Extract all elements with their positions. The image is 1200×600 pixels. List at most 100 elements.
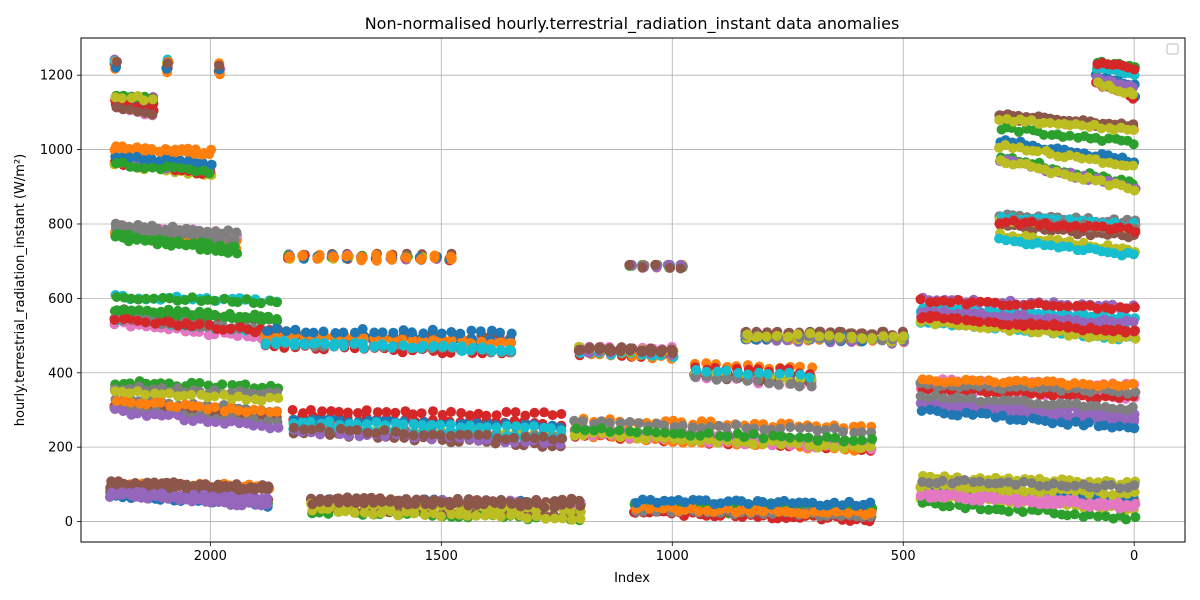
data-point	[134, 305, 145, 316]
data-point	[1070, 416, 1081, 427]
data-point	[1049, 508, 1060, 519]
data-point	[1130, 512, 1141, 523]
data-point	[350, 327, 360, 338]
data-point	[315, 422, 326, 433]
data-point	[952, 410, 963, 421]
chart-title: Non-normalised hourly.terrestrial_radiat…	[365, 14, 900, 34]
data-point	[829, 423, 840, 434]
data-point	[407, 409, 418, 420]
data-point	[640, 433, 651, 444]
data-point	[109, 315, 120, 325]
data-point	[464, 420, 475, 431]
data-point	[369, 327, 380, 338]
data-point	[398, 429, 409, 440]
data-point	[1078, 308, 1089, 319]
data-point	[180, 306, 191, 317]
data-point	[262, 484, 273, 495]
data-point	[140, 389, 151, 400]
data-point	[349, 508, 360, 518]
data-point	[138, 95, 149, 106]
y-tick-label: 400	[48, 366, 73, 381]
data-point	[215, 240, 226, 251]
data-point	[110, 404, 120, 415]
data-point	[945, 490, 956, 501]
data-point	[371, 417, 382, 428]
plot-frame	[80, 37, 1186, 543]
data-point	[1010, 479, 1021, 490]
data-point	[271, 323, 282, 334]
data-point	[1121, 303, 1132, 314]
data-point	[849, 427, 860, 438]
data-point	[624, 417, 635, 427]
data-point	[155, 397, 166, 408]
data-point	[139, 163, 150, 174]
data-point	[975, 476, 985, 487]
data-point	[117, 487, 128, 498]
data-point	[1025, 318, 1036, 329]
data-point	[132, 408, 143, 419]
data-point	[352, 424, 362, 435]
data-point	[856, 435, 867, 446]
data-point	[1018, 415, 1029, 426]
data-point	[390, 426, 401, 437]
data-point	[117, 157, 128, 168]
data-point	[1130, 227, 1141, 237]
data-point	[1062, 419, 1073, 430]
data-point	[804, 372, 815, 383]
data-point	[1084, 509, 1095, 520]
data-point	[445, 251, 456, 262]
data-point	[812, 435, 823, 446]
data-point	[939, 408, 950, 419]
data-point	[701, 366, 712, 377]
data-point	[1084, 332, 1094, 343]
data-point	[776, 439, 787, 450]
data-point	[206, 159, 217, 170]
data-point	[830, 432, 841, 443]
data-point	[1069, 509, 1080, 520]
data-point	[669, 428, 680, 439]
data-point	[256, 421, 267, 431]
data-point	[392, 510, 403, 521]
data-point	[855, 443, 866, 454]
data-point	[867, 434, 878, 444]
data-point	[803, 422, 814, 433]
data-point	[700, 495, 711, 506]
data-point	[703, 428, 714, 439]
data-point	[473, 429, 484, 440]
data-point	[491, 422, 502, 433]
data-point	[575, 344, 586, 355]
data-point	[429, 250, 440, 261]
data-point	[997, 485, 1008, 496]
data-point	[1063, 301, 1074, 312]
data-point	[565, 498, 576, 509]
data-point	[1054, 301, 1065, 312]
data-point	[186, 389, 197, 400]
data-point	[161, 492, 172, 503]
data-point	[784, 367, 795, 378]
data-point	[696, 423, 707, 434]
data-point	[975, 396, 986, 407]
data-point	[748, 429, 759, 440]
data-point	[350, 498, 361, 508]
data-point	[829, 497, 840, 508]
data-point	[775, 423, 786, 434]
data-point	[377, 327, 388, 338]
data-point	[338, 327, 349, 338]
data-point	[501, 407, 512, 417]
data-point	[500, 434, 511, 445]
data-point	[804, 440, 815, 451]
data-point	[1061, 481, 1072, 492]
data-point	[651, 427, 662, 438]
data-point	[323, 497, 333, 508]
data-point	[124, 487, 135, 498]
data-point	[172, 295, 183, 306]
data-point	[271, 314, 282, 324]
data-point	[1092, 303, 1103, 314]
data-point	[140, 293, 151, 304]
data-point	[614, 425, 625, 436]
data-point	[1106, 304, 1117, 315]
data-point	[1010, 299, 1021, 310]
data-point	[615, 417, 626, 428]
data-point	[1027, 497, 1037, 508]
